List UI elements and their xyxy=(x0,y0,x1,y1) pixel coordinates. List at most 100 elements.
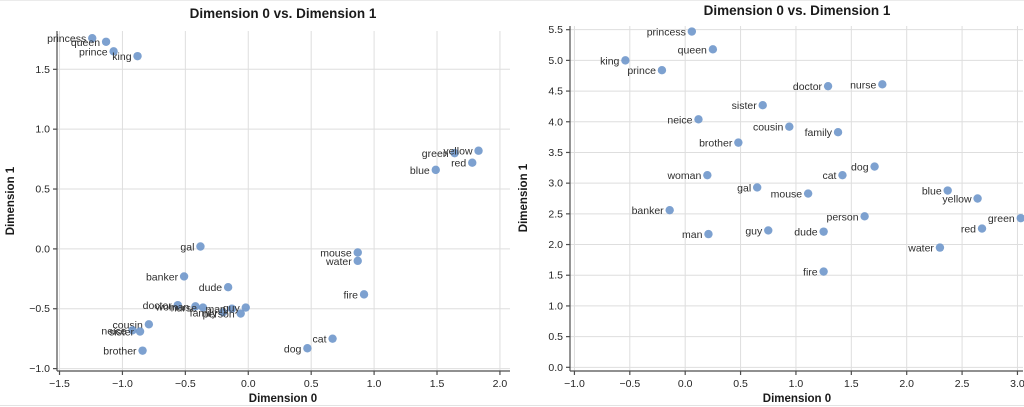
left-scatter-svg: −1.5 −1.0 −0.5 0.0 0.5 1.0 1.5 2.0 −1.0 −0.5 0.0 0.… xyxy=(5,6,510,405)
chart-title: Dimension 0 vs. Dimension 1 xyxy=(704,3,891,18)
right-scatter-svg: −1.0 −0.5 0.0 0.5 1.0 1.5 2.0 2.5 3.0 0.0 0.5 1.0 1.… xyxy=(518,3,1024,405)
point-label: water xyxy=(907,243,934,255)
point-label: family xyxy=(805,127,833,139)
y-axis-label: Dimension 1 xyxy=(518,163,530,232)
point-label: woman xyxy=(155,301,190,313)
point-label: sister xyxy=(732,100,758,112)
x-tick-label: 2.0 xyxy=(899,378,914,390)
right-scatter-plot: −1.0 −0.5 0.0 0.5 1.0 1.5 2.0 2.5 3.0 0.0 0.5 1.0 1.… xyxy=(512,1,1024,407)
y-tick-label: 0.0 xyxy=(35,243,50,255)
data-point xyxy=(703,170,712,180)
point-label: man xyxy=(205,304,226,316)
point-label: dog xyxy=(851,162,869,174)
data-point xyxy=(223,282,233,292)
point-label: dog xyxy=(284,343,302,355)
point-label: queen xyxy=(678,44,707,56)
data-point xyxy=(218,308,228,317)
point-label: cat xyxy=(822,170,836,182)
point-label: queen xyxy=(71,37,100,49)
point-label: princess xyxy=(647,27,686,39)
x-tick-label: −1.0 xyxy=(112,378,133,390)
x-tick-label: 1.5 xyxy=(430,378,445,390)
point-label: prince xyxy=(627,65,656,77)
data-point xyxy=(353,256,362,266)
y-tick-label: 0.5 xyxy=(548,331,563,343)
data-point xyxy=(133,51,142,61)
data-point xyxy=(819,267,828,276)
x-tick-label: 1.0 xyxy=(789,378,804,390)
point-label: banker xyxy=(146,271,179,283)
data-point xyxy=(241,303,250,312)
point-label: woman xyxy=(666,170,701,182)
point-label: nurse xyxy=(171,303,197,315)
point-label: guy xyxy=(223,303,241,315)
y-tick-label: 5.0 xyxy=(548,55,563,67)
point-label: water xyxy=(325,256,352,268)
y-tick-label: 4.0 xyxy=(548,116,563,128)
data-point xyxy=(977,224,987,233)
x-tick-label: 0.5 xyxy=(304,378,319,390)
data-point xyxy=(657,65,667,75)
data-point xyxy=(198,303,208,312)
x-tick-label: 3.0 xyxy=(1010,378,1024,390)
x-tick-label: −0.5 xyxy=(619,378,640,390)
chart-title: Dimension 0 vs. Dimension 1 xyxy=(190,6,377,21)
data-point xyxy=(803,189,813,198)
data-point xyxy=(450,148,459,158)
data-point xyxy=(468,158,477,167)
point-label: gal xyxy=(737,182,751,194)
data-point xyxy=(227,304,237,313)
point-label: person xyxy=(203,309,235,321)
data-point xyxy=(665,205,674,215)
point-label: green xyxy=(988,213,1015,225)
data-point xyxy=(1016,213,1024,223)
data-point xyxy=(144,320,154,329)
data-point xyxy=(88,33,97,43)
x-tick-label: −0.5 xyxy=(175,378,196,390)
point-label: person xyxy=(827,211,859,223)
data-point xyxy=(179,272,189,281)
data-point xyxy=(191,302,200,311)
data-point xyxy=(860,212,869,221)
data-point xyxy=(943,186,952,195)
point-label: dude xyxy=(199,282,223,294)
data-point xyxy=(878,80,887,89)
data-point xyxy=(128,326,137,335)
point-label: gal xyxy=(180,241,194,253)
data-point xyxy=(935,243,945,252)
data-point xyxy=(758,100,767,110)
point-label: family xyxy=(190,307,218,319)
point-label: yellow xyxy=(942,194,972,206)
y-tick-label: 3.5 xyxy=(548,147,563,159)
point-label: blue xyxy=(922,186,942,198)
point-label: guy xyxy=(745,225,763,237)
data-point xyxy=(303,344,312,353)
data-point xyxy=(328,334,337,343)
y-tick-label: 1.5 xyxy=(35,64,50,76)
data-point xyxy=(431,165,440,175)
point-label: dude xyxy=(794,227,818,239)
x-tick-label: 1.5 xyxy=(844,378,859,390)
left-scatter-plot: −1.5 −1.0 −0.5 0.0 0.5 1.0 1.5 2.0 −1.0 −0.5 0.0 0.… xyxy=(0,1,512,407)
y-tick-label: −0.5 xyxy=(29,303,50,315)
data-point xyxy=(236,309,245,318)
x-tick-label: −1.5 xyxy=(49,378,70,390)
data-point xyxy=(819,227,828,236)
point-label: brother xyxy=(103,346,137,358)
data-point xyxy=(353,248,362,257)
point-label: fire xyxy=(343,289,358,301)
point-label: brother xyxy=(699,138,733,150)
point-label: man xyxy=(682,229,703,241)
y-tick-label: 5.5 xyxy=(548,24,563,36)
data-point xyxy=(694,115,703,124)
y-tick-label: −1.0 xyxy=(29,363,50,375)
data-point xyxy=(870,162,879,171)
y-tick-label: 3.0 xyxy=(548,178,563,190)
data-point xyxy=(833,128,843,137)
y-tick-label: 1.0 xyxy=(35,124,50,136)
y-tick-label: 1.5 xyxy=(548,270,563,282)
data-point xyxy=(708,45,718,54)
data-point xyxy=(973,194,982,203)
data-point xyxy=(135,327,145,336)
